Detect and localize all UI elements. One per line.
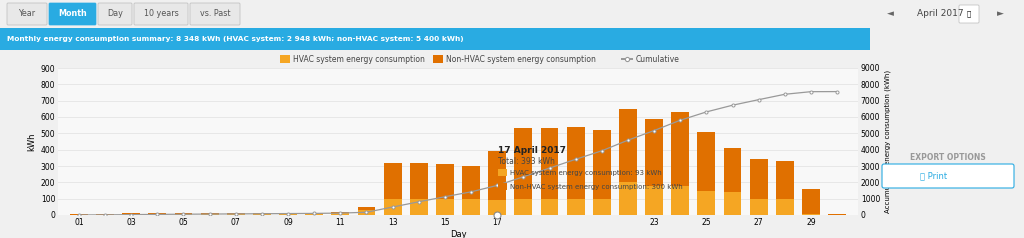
Text: 📅: 📅 — [967, 11, 971, 17]
Bar — [724, 192, 741, 215]
Bar — [697, 190, 715, 215]
Text: Year: Year — [18, 10, 36, 19]
Bar — [384, 199, 401, 215]
Bar — [433, 55, 443, 63]
Bar — [227, 213, 245, 214]
Bar — [332, 212, 349, 213]
Text: HVAC system energy consumption: HVAC system energy consumption — [293, 55, 425, 64]
Text: April 2017: April 2017 — [916, 10, 964, 19]
Bar — [620, 109, 637, 182]
Bar — [672, 186, 689, 215]
Bar — [488, 200, 506, 215]
FancyBboxPatch shape — [98, 3, 132, 25]
Bar — [384, 163, 401, 199]
Bar — [175, 213, 193, 214]
Text: Total: 393 kWh: Total: 393 kWh — [498, 157, 555, 166]
Text: Cumulative: Cumulative — [636, 55, 680, 64]
Bar — [332, 213, 349, 215]
Text: Non-HVAC system energy consumption: Non-HVAC system energy consumption — [446, 55, 596, 64]
Text: vs. Past: vs. Past — [200, 10, 230, 19]
Text: 🖨 Print: 🖨 Print — [921, 172, 947, 180]
Bar — [672, 112, 689, 186]
Bar — [488, 151, 506, 200]
FancyBboxPatch shape — [49, 3, 96, 25]
Bar — [305, 214, 324, 215]
Bar — [201, 213, 218, 214]
Bar — [828, 214, 846, 215]
Bar — [566, 127, 585, 199]
Text: ◄: ◄ — [887, 10, 893, 19]
Bar — [776, 199, 794, 215]
Bar — [70, 214, 88, 215]
Text: Non-HVAC system energy consumption: 300 kWh: Non-HVAC system energy consumption: 300 … — [510, 183, 683, 189]
Bar — [593, 130, 610, 199]
Bar — [436, 199, 454, 215]
Bar — [541, 199, 558, 215]
Text: EXPORT OPTIONS: EXPORT OPTIONS — [910, 154, 986, 163]
Bar — [462, 199, 480, 215]
Y-axis label: kWh: kWh — [28, 132, 37, 151]
Bar — [96, 214, 114, 215]
Bar — [724, 148, 741, 192]
Bar — [280, 214, 297, 215]
Text: HVAC system energy consumption: 93 kWh: HVAC system energy consumption: 93 kWh — [510, 169, 662, 175]
Bar — [645, 119, 663, 186]
Bar — [148, 213, 166, 214]
Bar — [498, 183, 507, 190]
Bar — [357, 210, 376, 215]
Bar — [802, 189, 820, 214]
FancyBboxPatch shape — [959, 5, 979, 23]
Bar — [498, 169, 507, 176]
Bar — [776, 161, 794, 199]
Bar — [645, 186, 663, 215]
Bar — [621, 58, 633, 60]
Bar — [514, 199, 532, 215]
FancyBboxPatch shape — [7, 3, 47, 25]
Bar — [802, 214, 820, 215]
Text: 10 years: 10 years — [143, 10, 178, 19]
Bar — [122, 213, 140, 214]
Bar — [750, 199, 768, 215]
Bar — [122, 214, 140, 215]
Bar — [436, 164, 454, 199]
Bar — [541, 129, 558, 199]
FancyBboxPatch shape — [190, 3, 240, 25]
Bar — [175, 214, 193, 215]
Bar — [148, 214, 166, 215]
Bar — [697, 132, 715, 190]
Bar — [462, 166, 480, 199]
Text: Month: Month — [58, 10, 87, 19]
Bar — [750, 159, 768, 199]
Bar — [514, 129, 532, 199]
Text: Day: Day — [108, 10, 123, 19]
FancyBboxPatch shape — [134, 3, 188, 25]
Bar — [305, 213, 324, 214]
Bar — [410, 199, 428, 215]
Bar — [201, 214, 218, 215]
Text: 17 April 2017: 17 April 2017 — [498, 146, 566, 155]
FancyBboxPatch shape — [882, 164, 1014, 188]
Bar — [253, 213, 270, 214]
Bar — [593, 199, 610, 215]
Bar — [410, 163, 428, 199]
Bar — [280, 213, 297, 214]
X-axis label: Day: Day — [450, 230, 466, 238]
Bar — [566, 199, 585, 215]
Text: Monthly energy consumption summary: 8 348 kWh (HVAC system: 2 948 kWh; non-HVAC : Monthly energy consumption summary: 8 34… — [7, 36, 464, 42]
Bar — [357, 207, 376, 210]
Bar — [280, 55, 290, 63]
Y-axis label: Accumulated energy consumption (kWh): Accumulated energy consumption (kWh) — [885, 70, 891, 213]
Bar — [253, 214, 270, 215]
Text: ►: ► — [996, 10, 1004, 19]
Bar — [620, 182, 637, 215]
Bar — [227, 214, 245, 215]
